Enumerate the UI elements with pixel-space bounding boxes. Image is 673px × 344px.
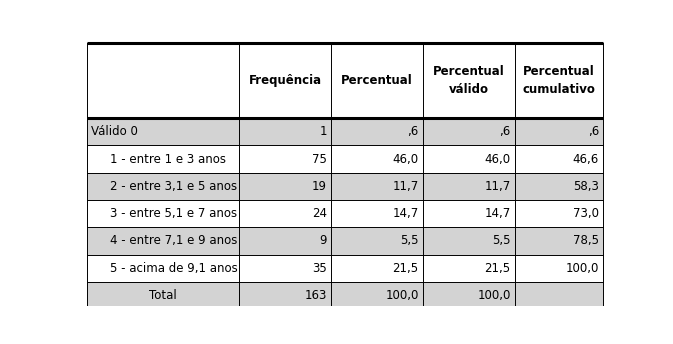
- Text: 100,0: 100,0: [477, 289, 511, 302]
- Bar: [87, 282, 603, 309]
- Text: 11,7: 11,7: [392, 180, 419, 193]
- Bar: [87, 173, 603, 200]
- Text: 58,3: 58,3: [573, 180, 599, 193]
- Text: Percentual
válido: Percentual válido: [433, 65, 505, 96]
- Text: Frequência: Frequência: [248, 74, 322, 87]
- Bar: [87, 227, 603, 255]
- Text: 35: 35: [312, 262, 327, 275]
- Text: 2 - entre 3,1 e 5 anos: 2 - entre 3,1 e 5 anos: [110, 180, 238, 193]
- Text: 5,5: 5,5: [400, 234, 419, 247]
- Text: 5,5: 5,5: [492, 234, 511, 247]
- Text: 46,6: 46,6: [573, 152, 599, 165]
- Text: ,6: ,6: [588, 125, 599, 138]
- Text: 4 - entre 7,1 e 9 anos: 4 - entre 7,1 e 9 anos: [110, 234, 238, 247]
- Text: Válido 0: Válido 0: [91, 125, 138, 138]
- Text: 75: 75: [312, 152, 327, 165]
- Text: Total: Total: [149, 289, 177, 302]
- Bar: [87, 118, 603, 146]
- Text: 24: 24: [312, 207, 327, 220]
- Bar: [87, 43, 603, 118]
- Text: 11,7: 11,7: [485, 180, 511, 193]
- Text: 100,0: 100,0: [565, 262, 599, 275]
- Text: 14,7: 14,7: [392, 207, 419, 220]
- Bar: [87, 146, 603, 173]
- Text: ,6: ,6: [499, 125, 511, 138]
- Text: 19: 19: [312, 180, 327, 193]
- Text: 46,0: 46,0: [392, 152, 419, 165]
- Text: ,6: ,6: [407, 125, 419, 138]
- Text: 9: 9: [319, 234, 327, 247]
- Text: 78,5: 78,5: [573, 234, 599, 247]
- Text: 3 - entre 5,1 e 7 anos: 3 - entre 5,1 e 7 anos: [110, 207, 238, 220]
- Bar: [87, 255, 603, 282]
- Text: 100,0: 100,0: [386, 289, 419, 302]
- Text: 14,7: 14,7: [485, 207, 511, 220]
- Text: 5 - acima de 9,1 anos: 5 - acima de 9,1 anos: [110, 262, 238, 275]
- Text: 163: 163: [304, 289, 327, 302]
- Text: 46,0: 46,0: [485, 152, 511, 165]
- Text: 21,5: 21,5: [392, 262, 419, 275]
- Text: Percentual: Percentual: [341, 74, 413, 87]
- Text: 1 - entre 1 e 3 anos: 1 - entre 1 e 3 anos: [110, 152, 226, 165]
- Text: 1: 1: [319, 125, 327, 138]
- Text: Percentual
cumulativo: Percentual cumulativo: [522, 65, 596, 96]
- Bar: [87, 200, 603, 227]
- Text: 73,0: 73,0: [573, 207, 599, 220]
- Text: 21,5: 21,5: [485, 262, 511, 275]
